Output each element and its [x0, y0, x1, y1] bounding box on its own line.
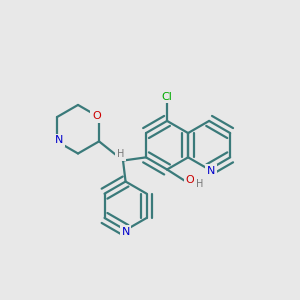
Text: N: N	[122, 227, 130, 237]
Text: H: H	[196, 179, 203, 189]
Text: N: N	[55, 135, 63, 146]
Text: O: O	[185, 175, 194, 185]
Text: Cl: Cl	[162, 92, 172, 102]
Text: N: N	[206, 166, 215, 176]
Text: H: H	[117, 149, 124, 159]
Text: O: O	[92, 111, 101, 122]
